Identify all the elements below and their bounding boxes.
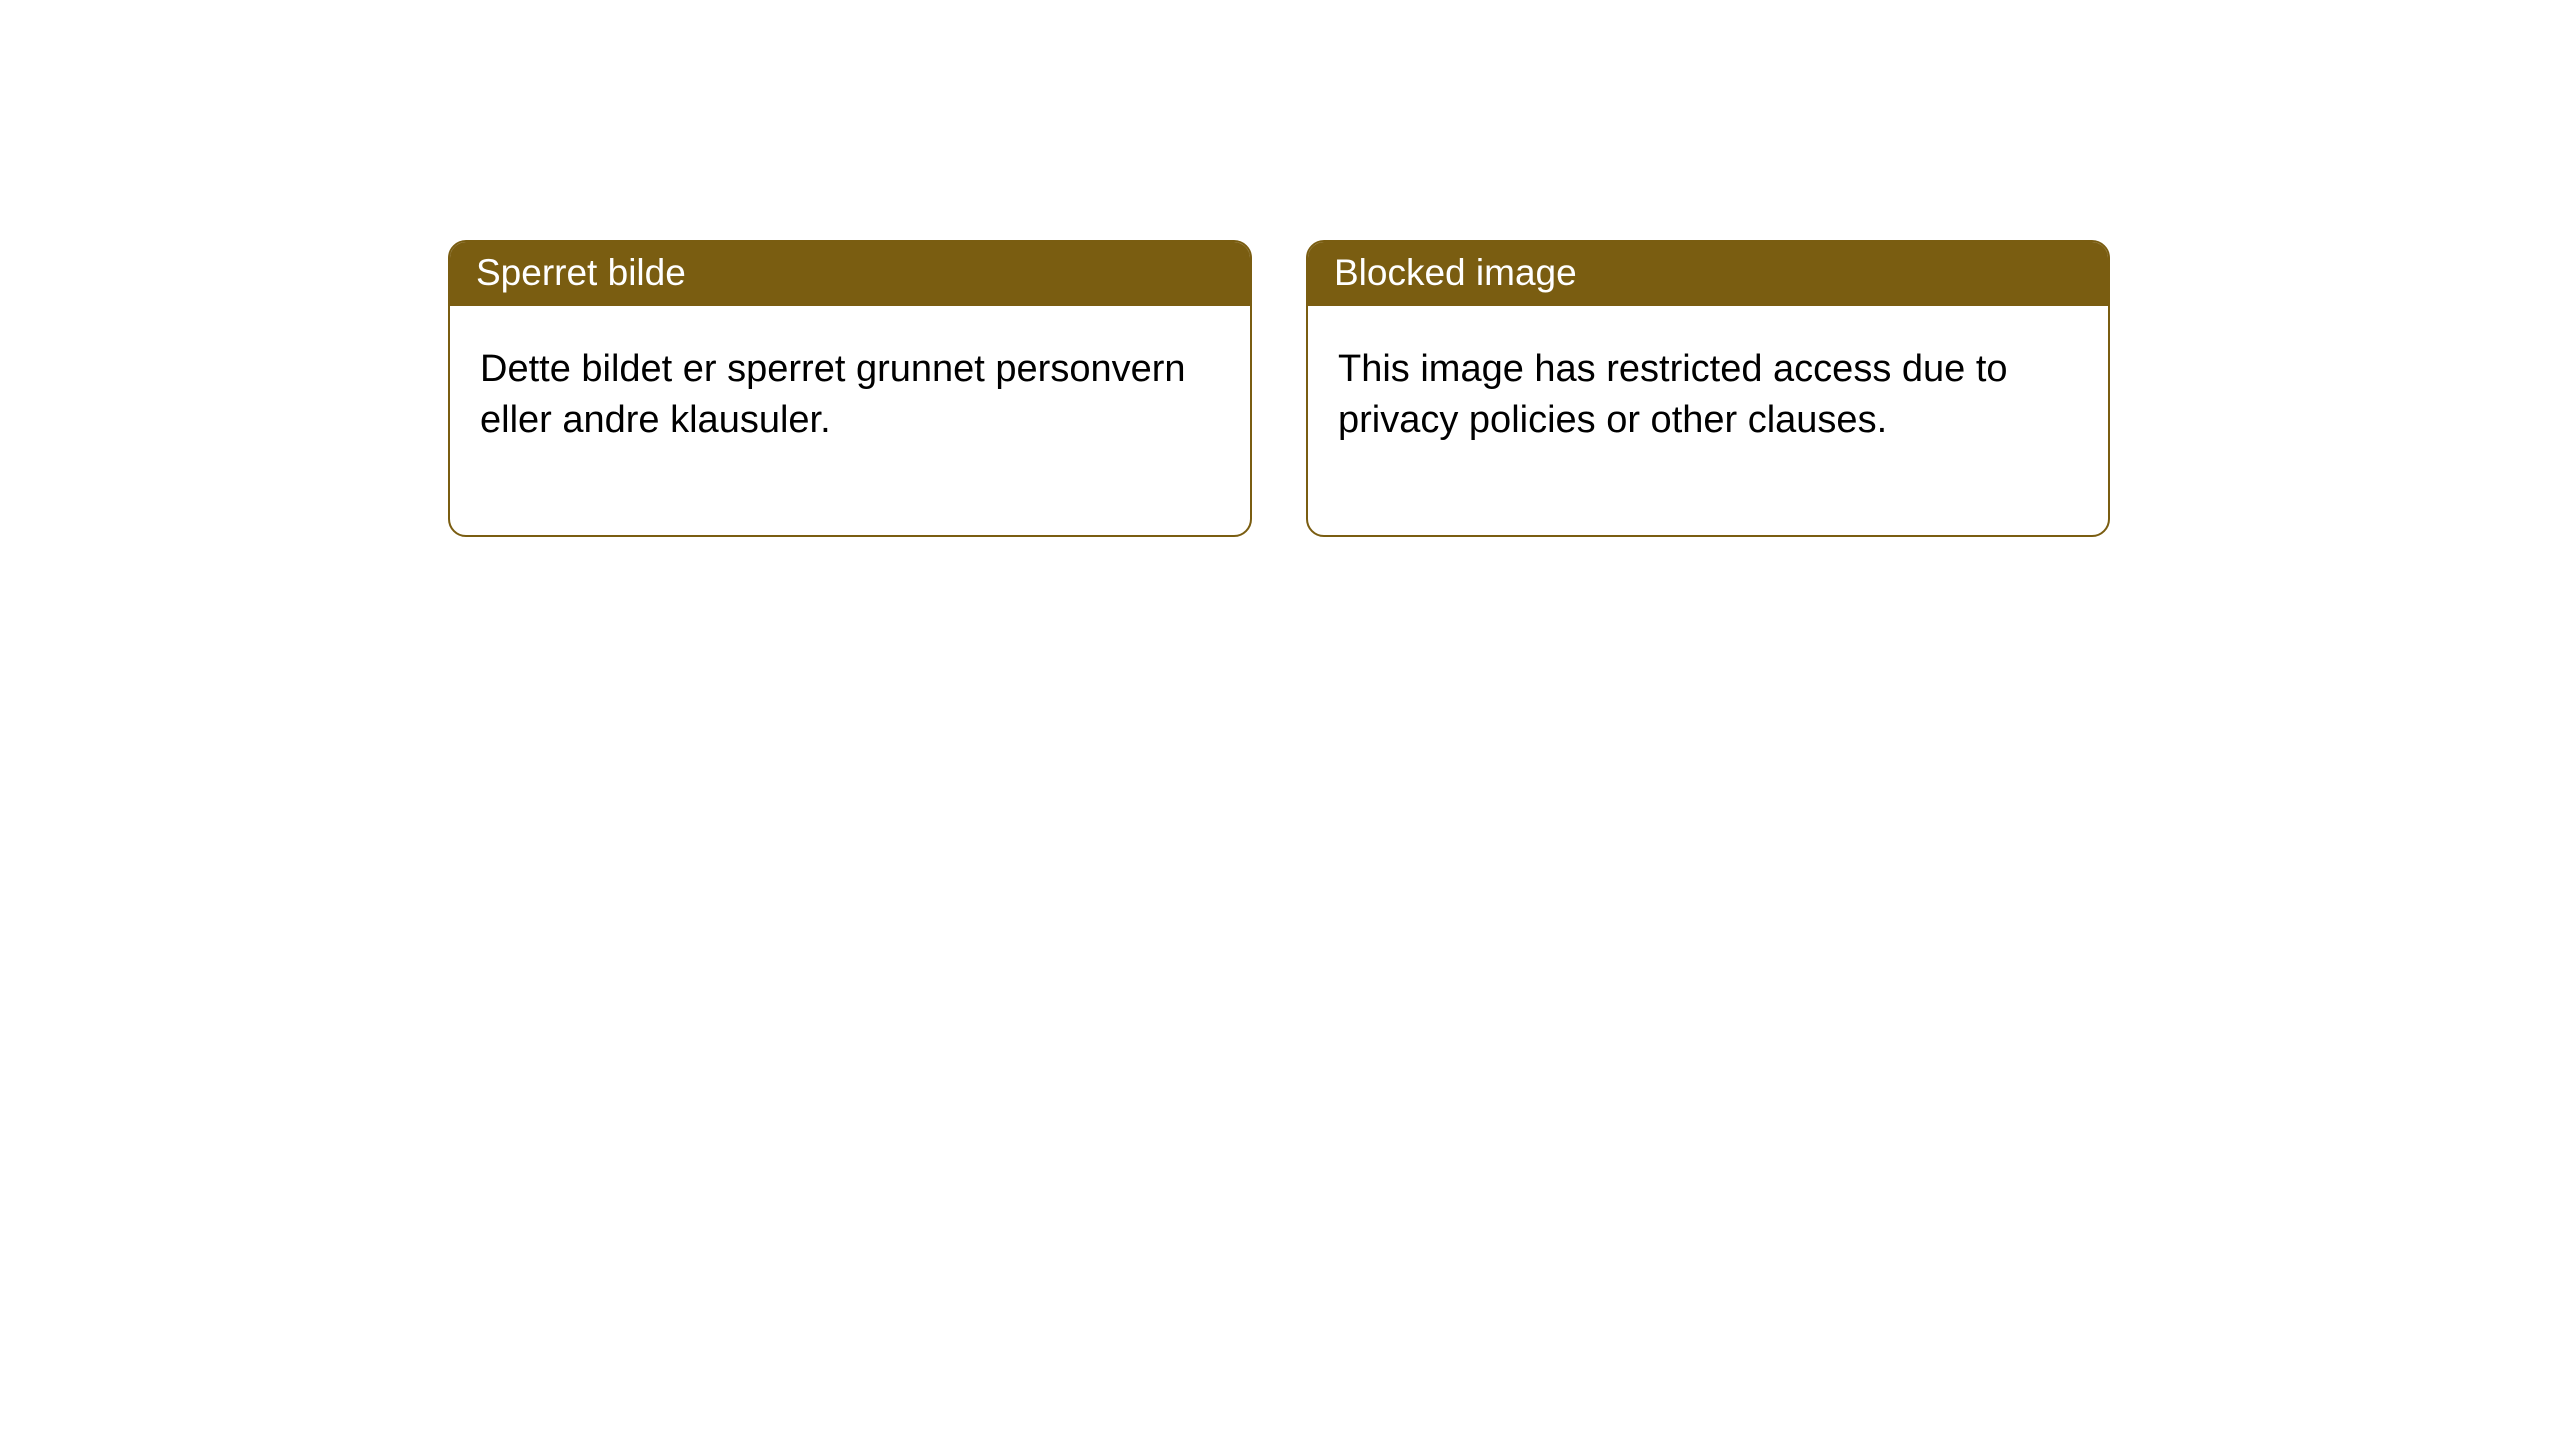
card-body-text: This image has restricted access due to … [1308,306,2108,535]
card-title: Blocked image [1308,242,2108,306]
card-title: Sperret bilde [450,242,1250,306]
card-body-text: Dette bildet er sperret grunnet personve… [450,306,1250,535]
notice-card-norwegian: Sperret bilde Dette bildet er sperret gr… [448,240,1252,537]
notice-card-english: Blocked image This image has restricted … [1306,240,2110,537]
notice-container: Sperret bilde Dette bildet er sperret gr… [0,0,2560,537]
